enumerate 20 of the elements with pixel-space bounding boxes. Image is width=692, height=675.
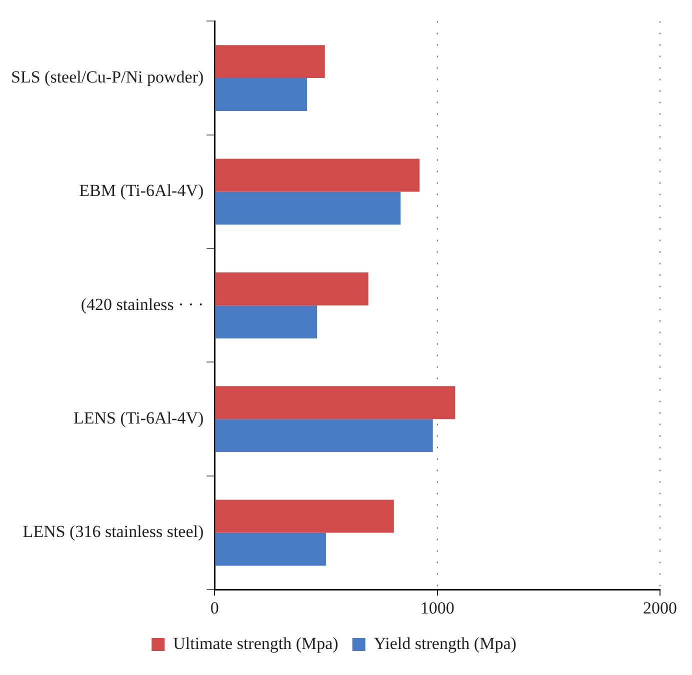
bar: [215, 386, 456, 420]
bar: [215, 532, 326, 566]
bar: [215, 78, 308, 112]
x-tick-label: 1000: [420, 598, 454, 618]
bar: [215, 305, 318, 338]
bar: [215, 192, 401, 225]
y-tick-label: LENS (316 stainless steel): [22, 522, 204, 542]
bar: [215, 158, 420, 192]
legend-label: Ultimate strength (Mpa): [173, 634, 338, 653]
y-tick-label: SLS (steel/Cu-P/Ni powder): [10, 68, 204, 87]
x-tick-label: 0: [210, 598, 219, 618]
bar: [215, 419, 433, 452]
y-tick-label: EBM (Ti-6Al-4V): [79, 181, 204, 200]
legend-label: Yield strength (Mpa): [374, 634, 516, 653]
bar: [215, 45, 325, 78]
y-tick-label: (420 stainless · · ·: [80, 294, 204, 314]
bar: [215, 500, 394, 533]
y-tick-label: LENS (Ti-6Al-4V): [73, 408, 204, 428]
x-tick-label: 2000: [643, 598, 677, 618]
bar: [215, 272, 368, 306]
